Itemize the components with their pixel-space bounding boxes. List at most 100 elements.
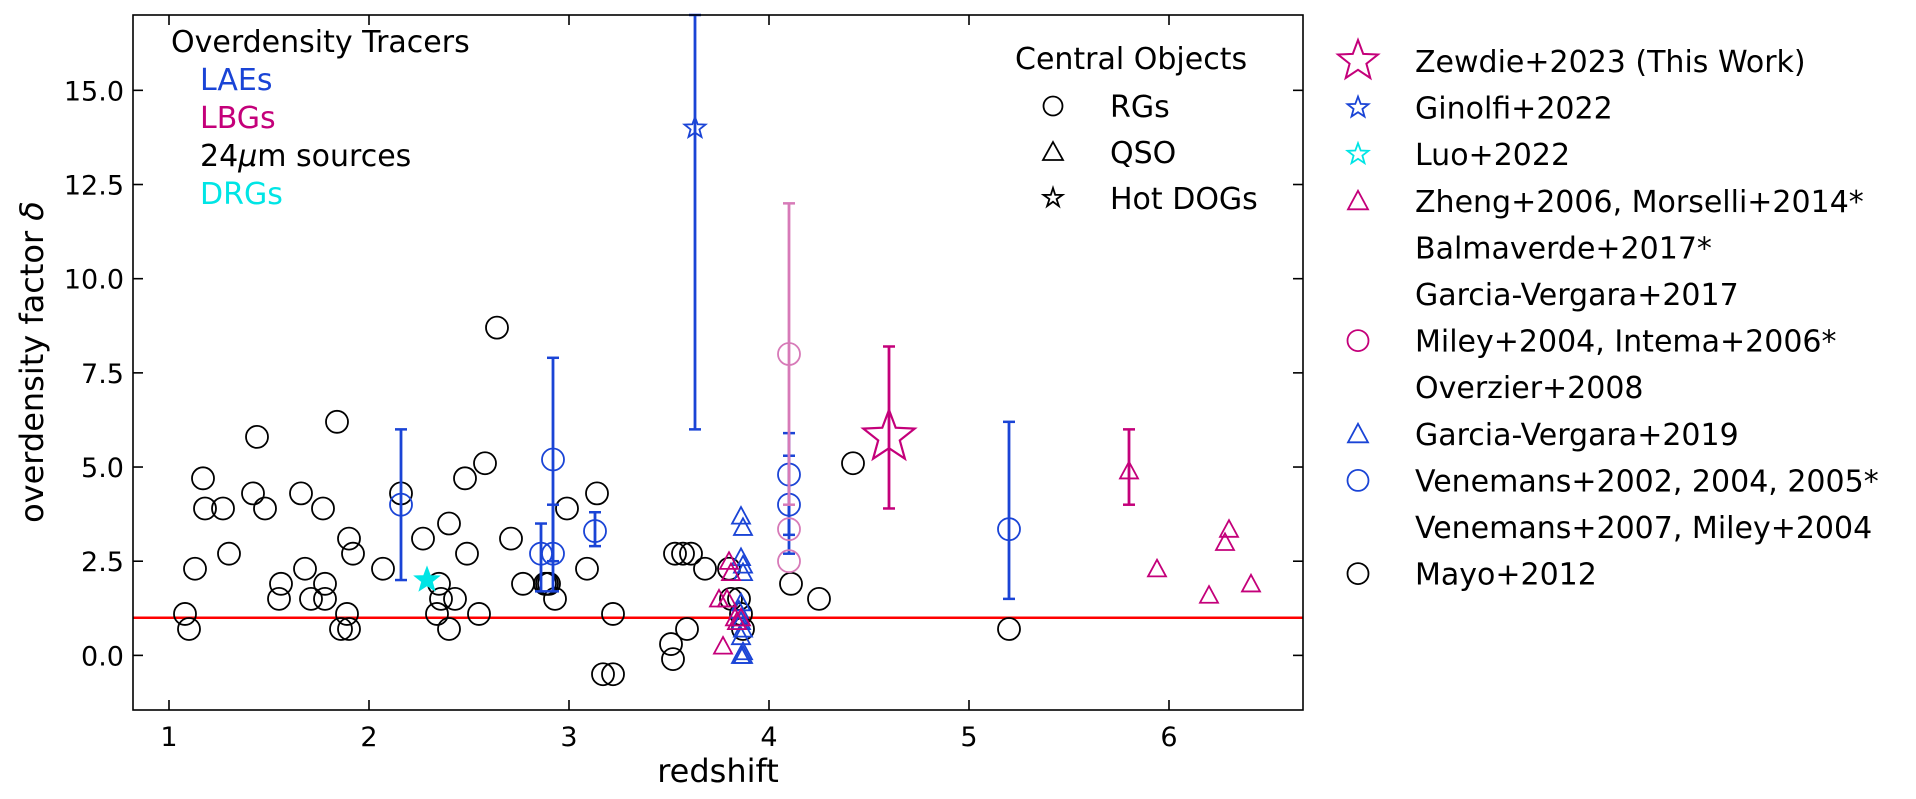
tracer-24um: 24μm sources xyxy=(200,139,411,174)
data-point xyxy=(1200,586,1218,603)
data-point xyxy=(338,528,360,550)
data-point xyxy=(290,482,312,504)
tracers-legend-title: Overdensity Tracers xyxy=(171,25,470,60)
x-tick-label: 3 xyxy=(560,722,577,753)
x-tick-label: 5 xyxy=(960,722,977,753)
legend-marker-triangle xyxy=(1348,191,1368,210)
data-point xyxy=(438,513,460,535)
data-point xyxy=(592,663,614,685)
legend-label: Balmaverde+2017* xyxy=(1415,231,1712,266)
data-point xyxy=(242,482,264,504)
tracer-24um-mu: μ xyxy=(237,139,257,174)
legend-label: Luo+2022 xyxy=(1415,138,1570,173)
legend-marker-star xyxy=(1338,40,1378,78)
legend-marker-circle xyxy=(1348,330,1369,351)
legend-label: Zheng+2006, Morselli+2014* xyxy=(1415,185,1864,220)
y-tick-label: 5.0 xyxy=(81,453,124,484)
series-mayo-2012 xyxy=(174,317,1020,686)
data-point xyxy=(192,467,214,489)
data-point xyxy=(602,663,624,685)
data-point xyxy=(218,543,240,565)
x-axis-label: redshift xyxy=(657,752,779,790)
legend-label: Venemans+2002, 2004, 2005* xyxy=(1415,464,1879,499)
data-point xyxy=(184,558,206,580)
legend-label: Garcia-Vergara+2019 xyxy=(1415,418,1739,453)
tracer-lbgs: LBGs xyxy=(200,101,276,136)
data-point xyxy=(474,452,496,474)
x-tick-label: 2 xyxy=(360,722,377,753)
data-point xyxy=(372,558,394,580)
x-tick-label: 1 xyxy=(160,722,177,753)
central-legend-hot-dogs: Hot DOGs xyxy=(1110,182,1258,217)
data-point xyxy=(270,573,292,595)
data-point xyxy=(456,543,478,565)
series-venemans-2002-2004-2005 xyxy=(390,358,1020,599)
legend-label: Ginolfi+2022 xyxy=(1415,92,1613,127)
y-tick-label: 7.5 xyxy=(81,359,124,390)
legend-label: Garcia-Vergara+2017 xyxy=(1415,278,1739,313)
data-point xyxy=(714,637,732,654)
data-point xyxy=(1216,533,1234,550)
y-axis-label-symbol: δ xyxy=(13,201,51,221)
data-point xyxy=(842,452,864,474)
series-zheng-2006-morselli-2014 xyxy=(710,429,1260,653)
data-point xyxy=(486,317,508,339)
chart: 1 2 3 4 5 60.02.55.07.510.012.515.0 redshift … xyxy=(0,0,1916,799)
data-point xyxy=(576,558,598,580)
data-point xyxy=(412,528,434,550)
data-point xyxy=(426,603,448,625)
data-point xyxy=(336,603,358,625)
legend-label: Miley+2004, Intema+2006* xyxy=(1415,325,1837,360)
legend-marker-star xyxy=(1348,143,1369,163)
data-point xyxy=(662,648,684,670)
series-layer xyxy=(174,15,1260,685)
data-point xyxy=(1148,560,1166,577)
data-point xyxy=(512,573,534,595)
central-objects-legend: Central Objects RGs QSO Hot DOGs xyxy=(1015,42,1258,217)
legend-marker-triangle xyxy=(1348,424,1368,443)
series-zewdie-2023-this-work xyxy=(863,346,914,508)
legend-marker-circle xyxy=(1348,470,1369,491)
data-point xyxy=(1220,520,1238,537)
central-legend-title: Central Objects xyxy=(1015,42,1247,77)
central-legend-triangle-marker xyxy=(1043,142,1063,160)
data-point xyxy=(416,568,439,590)
series-ginolfi-2022 xyxy=(685,15,706,429)
tracer-laes: LAEs xyxy=(200,63,273,98)
data-point xyxy=(178,618,200,640)
data-point xyxy=(676,618,698,640)
legend-label: Venemans+2007, Miley+2004 xyxy=(1415,511,1872,546)
y-axis-label-text: overdensity factor xyxy=(13,221,51,523)
y-tick-label: 10.0 xyxy=(64,265,124,296)
central-legend-star-marker xyxy=(1044,188,1063,206)
legend-marker-circle xyxy=(1348,563,1369,584)
data-point xyxy=(326,411,348,433)
data-point xyxy=(808,588,830,610)
central-legend-rgs: RGs xyxy=(1110,90,1170,125)
series-luo-2022 xyxy=(416,568,439,590)
tracers-legend: Overdensity Tracers LAEs LBGs 24μm sourc… xyxy=(171,25,470,212)
data-point xyxy=(300,588,322,610)
data-point xyxy=(174,603,196,625)
data-point xyxy=(454,467,476,489)
data-point xyxy=(444,588,466,610)
data-point xyxy=(998,618,1020,640)
data-point xyxy=(254,497,276,519)
data-point xyxy=(430,588,452,610)
references-legend: Zewdie+2023 (This Work) Ginolfi+2022 Luo+2… xyxy=(1338,40,1879,593)
data-point xyxy=(694,558,716,580)
data-point xyxy=(438,618,460,640)
data-point xyxy=(780,573,802,595)
data-point xyxy=(602,603,624,625)
y-axis-label: overdensity factor δ xyxy=(13,201,51,523)
central-legend-qso: QSO xyxy=(1110,136,1176,171)
data-point xyxy=(500,528,522,550)
tracer-drgs: DRGs xyxy=(200,177,283,212)
y-tick-label: 15.0 xyxy=(64,76,124,107)
legend-marker-star xyxy=(1348,97,1369,117)
legend-label: Mayo+2012 xyxy=(1415,558,1597,593)
data-point xyxy=(268,588,290,610)
data-point xyxy=(586,482,608,504)
y-tick-label: 12.5 xyxy=(64,171,124,202)
data-point xyxy=(314,588,336,610)
